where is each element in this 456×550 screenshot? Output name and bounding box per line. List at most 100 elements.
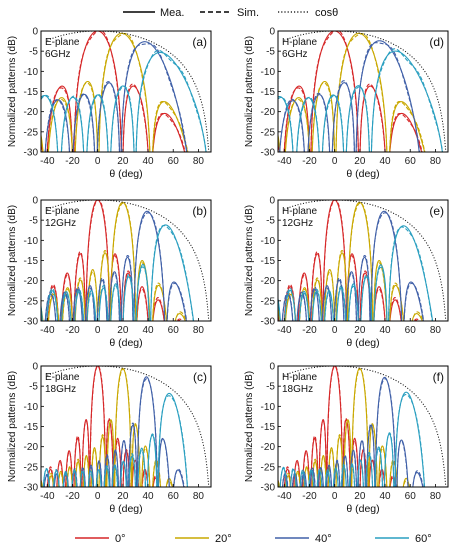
curve-sim-40: [281, 212, 425, 321]
y-tick-label: -25: [261, 296, 276, 307]
curve-sim-20: [41, 368, 173, 487]
x-tick-label: 60: [168, 325, 180, 336]
freq-annotation: 18GHz: [282, 384, 313, 395]
curve-mea-20: [41, 367, 173, 487]
y-tick-label: -20: [261, 107, 276, 118]
y-tick-label: 0: [32, 27, 38, 38]
x-tick-label: 40: [379, 325, 391, 336]
curves: [278, 366, 447, 487]
y-tick-label: -30: [261, 148, 276, 159]
x-tick-label: 40: [379, 156, 391, 167]
x-tick-label: 0: [95, 491, 101, 502]
x-tick-label: 0: [332, 325, 338, 336]
x-tick-label: 80: [193, 325, 205, 336]
plane-annotation: H-plane: [282, 37, 317, 48]
curve-sim-20: [278, 202, 424, 321]
curves: [41, 366, 210, 487]
curve-sim-0: [278, 366, 397, 487]
curve-sim-58: [279, 393, 426, 487]
plane-annotation: H-plane: [282, 206, 317, 217]
y-tick-label: -15: [24, 87, 39, 98]
panel-a: -40 -20 0 20 40 60 80 0 -5 -10 -15 -20 -25 -30 θ (deg)…: [7, 27, 212, 180]
x-axis-label: θ (deg): [346, 503, 379, 515]
x-tick-label: 60: [405, 491, 417, 502]
y-tick-label: 0: [269, 196, 275, 207]
legend-sim-label: Sim.: [237, 7, 259, 19]
x-tick-label: 80: [430, 156, 442, 167]
x-tick-label: 20: [117, 156, 129, 167]
panel-label: (d): [429, 35, 444, 49]
panel-c: -40 -20 0 20 40 60 80 0 -5 -10 -15 -20 -25 -30 θ (deg)…: [7, 362, 212, 515]
y-tick-label: -25: [24, 127, 39, 138]
x-tick-label: 40: [142, 156, 154, 167]
steering-angle-legend: 0° 20° 40° 60°: [75, 533, 432, 545]
x-tick-label: -40: [40, 325, 55, 336]
x-tick-label: 80: [193, 491, 205, 502]
y-tick-label: -10: [24, 67, 39, 78]
x-tick-label: 0: [95, 325, 101, 336]
panel-b: -40 -20 0 20 40 60 80 0 -5 -10 -15 -20 -25 -30 θ (deg)…: [7, 196, 212, 349]
y-tick-label: -20: [24, 276, 39, 287]
y-tick-label: 0: [269, 27, 275, 38]
y-tick-label: 0: [32, 196, 38, 207]
curve-mea-20: [278, 367, 410, 487]
x-tick-label: -20: [65, 491, 80, 502]
y-tick-label: -15: [24, 256, 39, 267]
plane-annotation: E-plane: [45, 206, 80, 217]
x-tick-label: 20: [354, 491, 366, 502]
x-tick-label: -40: [40, 156, 55, 167]
curve-sim-56: [41, 49, 207, 152]
x-tick-label: 0: [95, 156, 101, 167]
curve-sim-57: [278, 226, 433, 321]
y-axis-label: Normalized patterns (dB): [7, 36, 18, 147]
y-tick-label: -15: [261, 256, 276, 267]
x-tick-label: -20: [65, 156, 80, 167]
y-tick-label: -25: [261, 462, 276, 473]
y-tick-label: -5: [29, 382, 38, 393]
y-tick-label: -5: [266, 382, 275, 393]
x-tick-label: 60: [405, 156, 417, 167]
x-tick-label: 80: [430, 325, 442, 336]
curves: [41, 31, 210, 152]
curve-sim-40: [44, 43, 188, 152]
y-tick-label: -30: [261, 317, 276, 328]
curve-sim-54: [278, 48, 444, 152]
y-tick-label: -30: [24, 483, 39, 494]
x-tick-label: 60: [168, 491, 180, 502]
x-tick-label: -20: [302, 325, 317, 336]
x-tick-label: 60: [168, 156, 180, 167]
x-tick-label: -40: [277, 156, 292, 167]
panel-label: (a): [192, 35, 207, 49]
curves: [278, 200, 447, 321]
x-tick-label: 40: [379, 491, 391, 502]
x-axis-label: θ (deg): [109, 503, 142, 515]
freq-annotation: 12GHz: [282, 218, 313, 229]
freq-annotation: 6GHz: [282, 49, 308, 60]
panel-label: (c): [193, 370, 207, 384]
y-tick-label: -30: [24, 148, 39, 159]
panel-d: -40 -20 0 20 40 60 80 0 -5 -10 -15 -20 -25 -30 θ (deg)…: [244, 27, 449, 180]
x-tick-label: 40: [142, 325, 154, 336]
freq-annotation: 12GHz: [45, 218, 76, 229]
cos-reference-curve: [47, 200, 210, 321]
cos-reference-curve: [284, 366, 447, 487]
legend-label-0: 0°: [115, 533, 126, 545]
legend-label-3: 60°: [415, 533, 432, 545]
curve-sim-0: [278, 31, 423, 152]
panel-f: -40 -20 0 20 40 60 80 0 -5 -10 -15 -20 -25 -30 θ (deg)…: [244, 362, 449, 515]
freq-annotation: 6GHz: [45, 49, 71, 60]
x-tick-label: 0: [332, 491, 338, 502]
x-tick-label: -40: [40, 491, 55, 502]
y-tick-label: -10: [261, 402, 276, 413]
cos-reference-curve: [284, 200, 447, 321]
y-tick-label: -25: [261, 127, 276, 138]
x-tick-label: 20: [117, 491, 129, 502]
legend-mea-label: Mea.: [160, 7, 184, 19]
y-tick-label: -30: [24, 317, 39, 328]
x-tick-label: 40: [142, 491, 154, 502]
curve-sim-20: [41, 202, 187, 321]
y-tick-label: -20: [261, 276, 276, 287]
y-axis-label: Normalized patterns (dB): [244, 205, 255, 316]
curve-sim-38: [279, 42, 421, 152]
